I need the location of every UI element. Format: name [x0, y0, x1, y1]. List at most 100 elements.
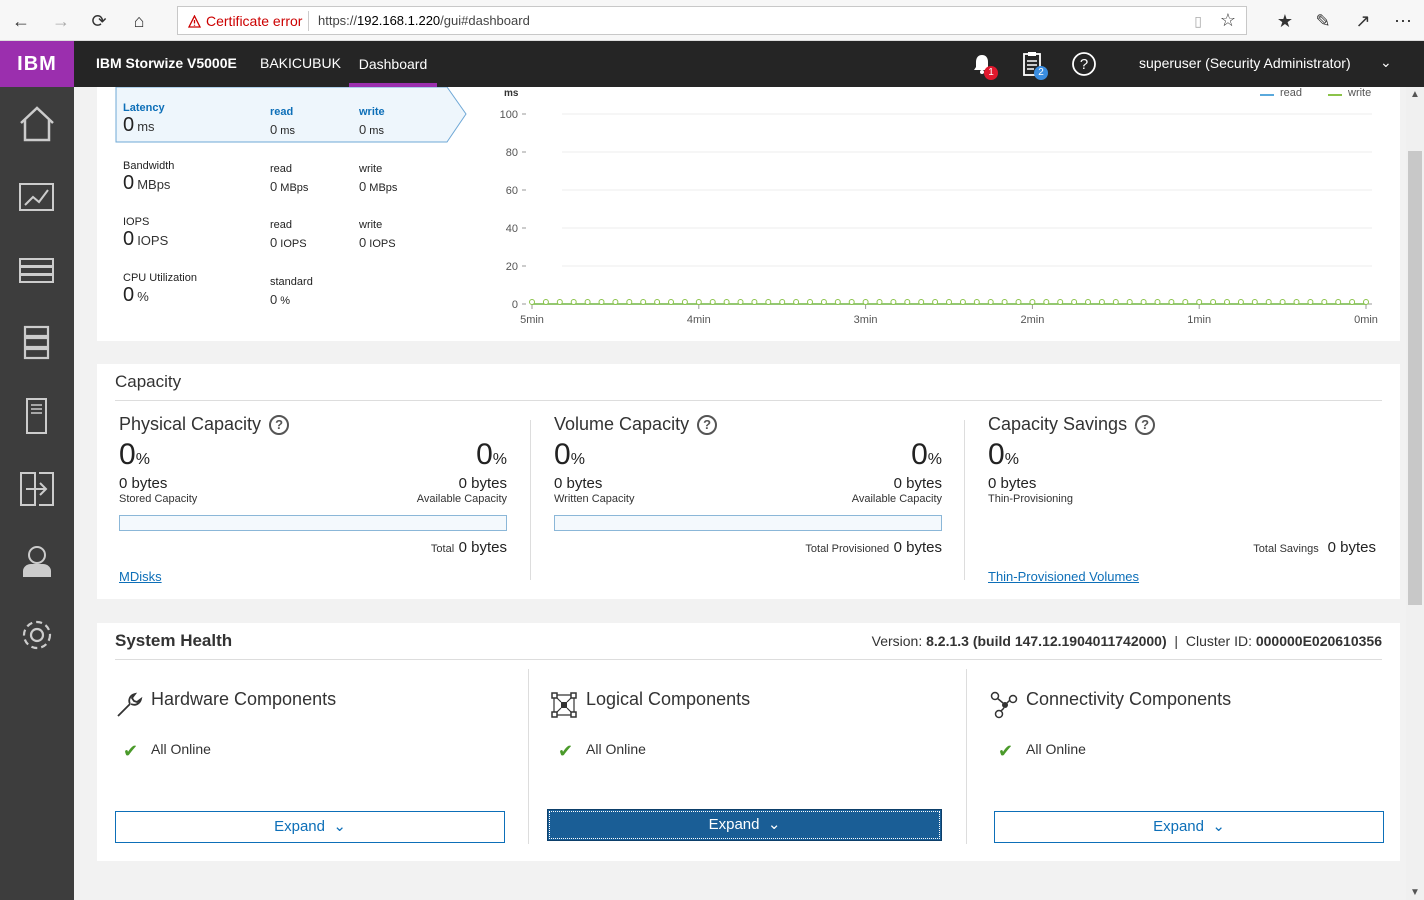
refresh-icon[interactable]: ⟳: [91, 11, 107, 31]
capacity-card: Capacity Physical Capacity? 0% 0 bytes S…: [97, 364, 1400, 599]
y-tick-label: 100: [500, 109, 518, 121]
sidebar-item-pools[interactable]: [0, 233, 74, 306]
data-point: [1196, 299, 1203, 305]
data-point: [570, 299, 577, 305]
savings-bytes: 0 bytes: [988, 475, 1037, 492]
help-icon: ?: [1072, 52, 1096, 76]
latency-metric[interactable]: Latency 0 ms: [123, 102, 165, 136]
home-browser-icon[interactable]: ⌂: [133, 11, 145, 31]
y-tick-label: 0: [512, 299, 518, 311]
scrollbar[interactable]: ▲ ▼: [1406, 87, 1424, 900]
data-point: [1057, 299, 1064, 305]
scroll-down-icon[interactable]: ▼: [1410, 887, 1420, 898]
bell-icon: [974, 55, 990, 74]
pen-icon[interactable]: ✎: [1315, 11, 1331, 31]
main-content: Latency 0 ms read 0 ms write 0 ms Bandwi…: [74, 87, 1406, 900]
data-point: [1140, 299, 1147, 305]
data-point: [904, 299, 911, 305]
tasks-button[interactable]: 2: [1021, 51, 1048, 82]
y-tick-label: 40: [506, 223, 518, 235]
tab-dashboard[interactable]: Dashboard: [349, 41, 437, 87]
url-text[interactable]: https://192.168.1.220/gui#dashboard: [318, 13, 530, 28]
bandwidth-metric[interactable]: Bandwidth 0 MBps: [123, 160, 175, 194]
reading-view-icon[interactable]: ▯: [1194, 13, 1202, 29]
sidebar-item-volumes[interactable]: [0, 306, 74, 379]
data-point: [709, 299, 716, 305]
monitoring-icon: [19, 183, 54, 211]
logical-expand-button[interactable]: Expand ⌄: [547, 809, 942, 841]
clipboard-icon: [1023, 52, 1041, 76]
connectivity-expand-button[interactable]: Expand ⌄: [994, 811, 1384, 843]
system-health-title: System Health: [115, 631, 233, 650]
sidebar-item-home[interactable]: [0, 87, 74, 160]
iops-label: IOPS: [123, 216, 150, 228]
forward-icon[interactable]: →: [52, 11, 70, 31]
available-capacity-label: Available Capacity: [416, 493, 507, 505]
sidebar-item-monitoring[interactable]: [0, 160, 74, 233]
hosts-icon: [26, 398, 47, 434]
y-tick-label: 20: [506, 261, 518, 273]
system-health-card: System Health Version: 8.2.1.3 (build 14…: [97, 623, 1400, 861]
scrollbar-thumb[interactable]: [1408, 151, 1422, 605]
volume-capacity: Volume Capacity? 0% 0 bytes Written Capa…: [554, 414, 942, 556]
data-point: [959, 299, 966, 305]
data-point: [779, 299, 786, 305]
share-icon[interactable]: ↗: [1355, 11, 1371, 31]
iops-metric[interactable]: IOPS 0 IOPS: [123, 216, 169, 250]
user-menu[interactable]: superuser (Security Administrator): [1139, 55, 1351, 71]
data-point: [793, 299, 800, 305]
data-point: [1210, 299, 1217, 305]
data-point: [584, 299, 591, 305]
data-point: [765, 299, 772, 305]
sidebar-item-copy-services[interactable]: [0, 452, 74, 525]
sidebar: [0, 87, 74, 900]
data-point: [890, 299, 897, 305]
chevron-down-icon[interactable]: ⌄: [1380, 54, 1392, 70]
browser-toolbar: ← → ⟳ ⌂ Certificate error https://192.16…: [0, 0, 1424, 41]
data-point: [1224, 299, 1230, 305]
tasks-badge: 2: [1034, 66, 1048, 80]
help-icon[interactable]: ?: [697, 415, 718, 436]
settings-icon: [22, 620, 52, 650]
chevron-down-icon: ⌄: [1212, 818, 1225, 835]
data-point: [556, 299, 563, 305]
capacity-title: Capacity: [115, 372, 182, 391]
favorites-icon[interactable]: ★: [1276, 11, 1294, 31]
hardware-expand-button[interactable]: Expand ⌄: [115, 811, 505, 843]
data-point: [807, 299, 813, 305]
address-bar[interactable]: Certificate error https://192.168.1.220/…: [177, 6, 1247, 35]
data-point: [1293, 299, 1300, 305]
help-icon[interactable]: ?: [269, 415, 290, 436]
x-tick-label: 2min: [1020, 314, 1044, 326]
x-tick-label: 3min: [854, 314, 878, 326]
mdisks-link[interactable]: MDisks: [119, 569, 162, 584]
data-point: [1335, 299, 1342, 305]
thin-provisioned-volumes-link[interactable]: Thin-Provisioned Volumes: [988, 569, 1140, 584]
latency-write: write 0 ms: [359, 106, 385, 137]
certificate-error-button[interactable]: Certificate error: [188, 13, 302, 29]
x-tick-label: 5min: [520, 314, 544, 326]
help-button[interactable]: ?: [1071, 51, 1097, 82]
cpu-metric[interactable]: CPU Utilization 0 %: [123, 272, 197, 306]
app-header: IBM IBM Storwize V5000E BAKICUBUK Dashbo…: [0, 41, 1424, 87]
sidebar-item-settings[interactable]: [0, 598, 74, 671]
hardware-status: All Online: [151, 741, 211, 757]
scroll-up-icon[interactable]: ▲: [1410, 89, 1420, 100]
ibm-logo[interactable]: IBM: [0, 41, 74, 87]
notifications-button[interactable]: 1: [970, 52, 998, 81]
cpu-label: CPU Utilization: [123, 272, 197, 284]
data-point: [848, 299, 855, 305]
back-icon[interactable]: ←: [12, 11, 30, 31]
hardware-components-title: Hardware Components: [151, 689, 337, 709]
help-icon[interactable]: ?: [1135, 415, 1156, 436]
sidebar-item-hosts[interactable]: [0, 379, 74, 452]
more-icon[interactable]: ⋯: [1394, 11, 1412, 31]
iops-read: read 0 IOPS: [270, 219, 307, 250]
wrench-icon: [117, 692, 143, 717]
sidebar-item-access[interactable]: [0, 525, 74, 598]
cert-error-label: Certificate error: [206, 13, 303, 29]
data-point: [681, 299, 688, 305]
data-point: [751, 299, 758, 305]
favorite-star-icon[interactable]: ☆: [1219, 10, 1236, 30]
version-info: Version: 8.2.1.3 (build 147.12.190401174…: [871, 633, 1382, 649]
